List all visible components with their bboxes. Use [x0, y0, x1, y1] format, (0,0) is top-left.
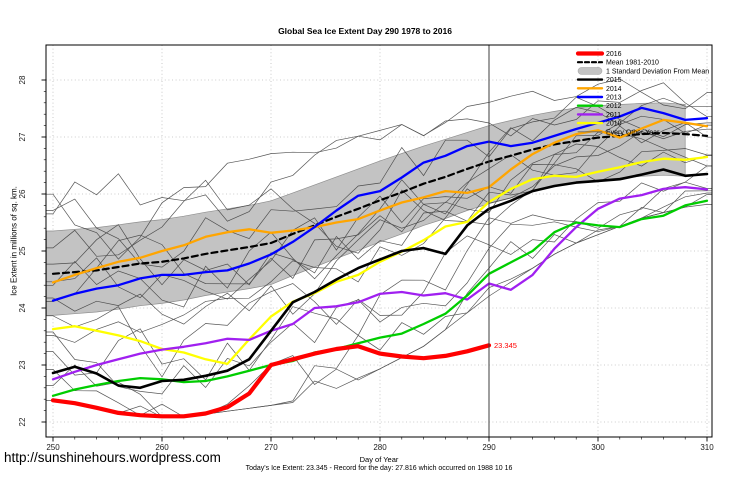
- other-year-line: [46, 143, 712, 325]
- legend-item-1-standard-deviation-from-mean: 1 Standard Deviation From Mean: [577, 67, 709, 75]
- y-tick-label: 22: [18, 417, 27, 426]
- y-tick-label: 28: [18, 75, 27, 84]
- series-2016: [50, 343, 492, 419]
- legend-item-2011: 2011: [576, 112, 621, 119]
- current-value-label: 23.345: [494, 341, 517, 350]
- axis-ticks: [41, 79, 708, 442]
- x-tick-label: 300: [591, 443, 605, 452]
- legend-item-2013: 2013: [576, 95, 622, 102]
- other-year-line: [46, 148, 712, 300]
- legend-label: 2010: [606, 121, 622, 128]
- legend-item-2014: 2014: [576, 86, 622, 93]
- series-mean-1981-2010: [51, 131, 709, 275]
- y-tick-label: 24: [18, 303, 27, 312]
- legend-item-2010: 2010: [576, 121, 622, 128]
- chart-title: Global Sea Ice Extent Day 290 1978 to 20…: [278, 26, 452, 36]
- legend-item-mean-1981-2010: Mean 1981-2010: [576, 60, 659, 67]
- source-url-text: http://sunshinehours.wordpress.com: [4, 450, 221, 465]
- legend-label: 2013: [606, 95, 622, 102]
- legend-label: Every Other Year: [606, 129, 660, 136]
- todays-extent-caption: Today's Ice Extent: 23.345 - Record for …: [245, 465, 513, 472]
- other-year-line: [46, 97, 712, 257]
- y-tick-label: 23: [18, 360, 27, 369]
- legend-item-2015: 2015: [576, 77, 622, 84]
- series-2015: [51, 168, 709, 390]
- legend-label: 2015: [606, 77, 622, 84]
- legend-label: 2014: [606, 86, 622, 93]
- legend-label: 2011: [606, 112, 621, 119]
- legend-label: 1 Standard Deviation From Mean: [606, 68, 709, 75]
- legend-item-2012: 2012: [576, 103, 622, 110]
- series-lines: [50, 106, 709, 419]
- legend-item-2016: 2016: [575, 51, 622, 58]
- axis-tick-labels: 250 260 270 280 290 300 310 22 23 24 25 26 27 28: [18, 75, 714, 452]
- plot-border: [45, 44, 713, 438]
- legend-label: Mean 1981-2010: [606, 60, 659, 67]
- series-2011: [51, 186, 709, 381]
- legend-label: 2016: [606, 51, 622, 58]
- series-2014: [51, 118, 709, 284]
- legend-item-every-other-year: Every Other Year: [577, 129, 660, 136]
- series-2012: [51, 199, 709, 397]
- legend-label: 2012: [606, 103, 622, 110]
- y-tick-label: 26: [18, 189, 27, 198]
- x-tick-label: 250: [46, 443, 60, 452]
- other-year-line: [46, 128, 712, 343]
- y-tick-label: 27: [18, 132, 27, 141]
- x-tick-label: 310: [700, 443, 714, 452]
- x-tick-label: 280: [373, 443, 387, 452]
- other-year-line: [46, 190, 712, 418]
- other-year-line: [46, 96, 712, 268]
- other-year-line: [46, 82, 712, 260]
- x-tick-label: 260: [155, 443, 169, 452]
- other-year-line: [46, 106, 712, 308]
- other-year-line: [46, 78, 712, 222]
- legend-band-swatch: [577, 67, 603, 75]
- x-axis-label: Day of Year: [359, 455, 399, 464]
- x-tick-label: 290: [482, 443, 496, 452]
- other-year-lines: [46, 78, 712, 418]
- other-year-line: [46, 131, 712, 286]
- x-tick-label: 270: [264, 443, 278, 452]
- y-tick-label: 25: [18, 246, 27, 255]
- y-axis-label: Ice Extent in millions of sq. km.: [9, 186, 19, 296]
- other-year-line: [46, 204, 712, 395]
